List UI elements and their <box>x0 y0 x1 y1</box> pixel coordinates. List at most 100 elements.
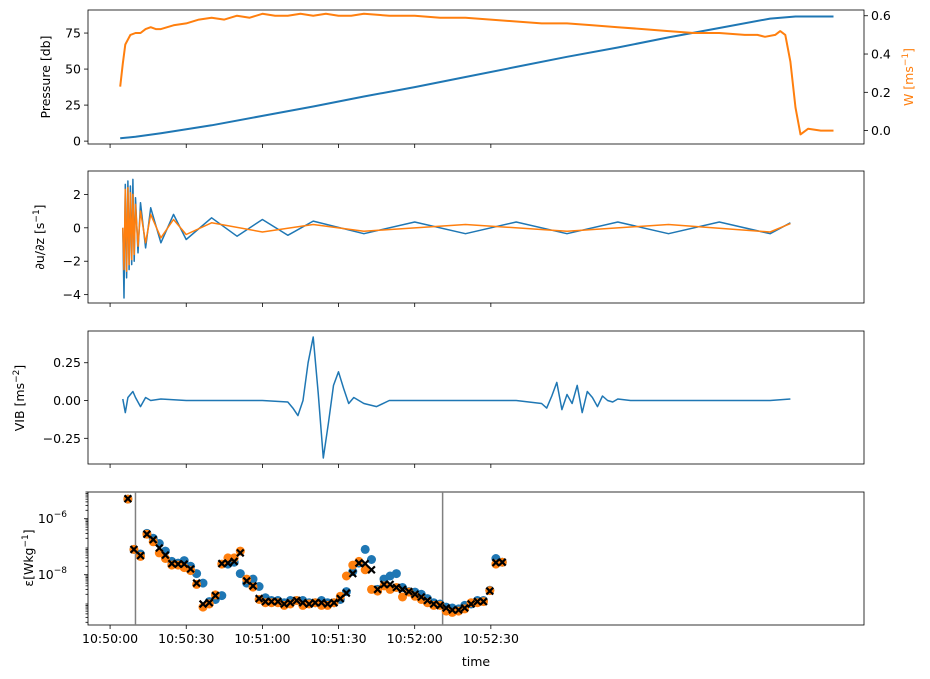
shear-panel: −4 −2 0 2 ∂u/∂z [s−1] <box>32 170 865 307</box>
epsilon-point-x <box>479 597 488 606</box>
epsilon-point-x <box>292 596 301 605</box>
epsilon-point-x <box>442 603 451 613</box>
shear-line-1 <box>122 178 791 299</box>
shear-ylabel-end: ] <box>32 204 47 209</box>
epsilon-point-x <box>136 551 145 560</box>
epsilon-point-x <box>398 585 407 594</box>
w-yticks: 0.0 0.2 0.4 0.6 <box>864 8 891 138</box>
w-ylabel-end: ] <box>901 48 916 53</box>
epsilon-ylabel-main: ε[Wkg <box>21 548 36 587</box>
epsilon-point-x <box>385 580 395 589</box>
epsilon-point-x <box>429 599 438 609</box>
epsilon-point-blue <box>367 555 376 564</box>
w-line <box>119 12 834 136</box>
shear-series <box>122 178 791 299</box>
pressure-xticks <box>109 144 492 148</box>
vib-ylabel-sup: −2 <box>12 370 22 383</box>
epsilon-point-x <box>155 543 164 553</box>
epsilon-point-x <box>129 545 139 554</box>
vib-ytick-label: 0.25 <box>53 355 81 370</box>
epsilon-point-orange <box>186 566 196 576</box>
w-ytick-label: 0.4 <box>871 47 891 62</box>
epsilon-ylabel-sup: −1 <box>21 534 31 547</box>
vib-ylabel: VIB [ms−2] <box>12 365 27 432</box>
epsilon-xtick-label: 10:50:00 <box>82 631 138 646</box>
epsilon-xtick-label: 10:51:30 <box>310 631 366 646</box>
pressure-axes-frame <box>87 9 865 145</box>
epsilon-point-x <box>367 565 376 574</box>
epsilon-point-x <box>248 581 258 591</box>
shear-ytick-label: 0 <box>73 220 81 235</box>
epsilon-point-x <box>473 597 482 606</box>
epsilon-point-x <box>261 597 270 606</box>
vib-panel: −0.25 0.00 0.25 VIB [ms−2] <box>12 330 865 468</box>
time-xlabel: time <box>462 654 491 669</box>
epsilon-panel: 10−8 10−6 10:50:00 10:50:30 10:51:00 10:51:3… <box>21 491 865 669</box>
pressure-ytick-label: 0 <box>73 134 81 149</box>
vib-ylabel-end: ] <box>12 365 27 370</box>
epsilon-point-x <box>273 597 283 606</box>
epsilon-point-orange <box>235 546 245 556</box>
epsilon-point-x <box>161 550 170 560</box>
shear-yticks: −4 −2 0 2 <box>63 187 88 302</box>
shear-ylabel: ∂u/∂z [s−1] <box>32 204 47 269</box>
vib-axes-frame <box>87 330 865 465</box>
epsilon-point-x <box>173 559 183 569</box>
epsilon-series <box>123 494 507 617</box>
pressure-yticks: 0 25 50 75 <box>65 26 88 149</box>
epsilon-point-orange <box>242 574 252 584</box>
epsilon-point-x <box>149 535 158 544</box>
epsilon-point-blue <box>235 569 245 579</box>
epsilon-point-orange <box>360 565 370 575</box>
epsilon-yticks: 10−8 10−6 <box>38 491 88 623</box>
epsilon-point-blue <box>248 574 258 584</box>
epsilon-point-x <box>379 580 389 589</box>
epsilon-point-x <box>304 599 314 609</box>
epsilon-point-x <box>142 530 152 539</box>
vib-xticks <box>109 464 492 468</box>
vib-line <box>122 336 791 459</box>
epsilon-point-x <box>286 598 295 607</box>
epsilon-point-x <box>230 557 239 566</box>
w-ytick-label: 0.6 <box>871 8 891 23</box>
epsilon-point-orange <box>148 537 158 547</box>
epsilon-point-blue <box>348 567 358 576</box>
epsilon-point-x <box>186 564 195 574</box>
vib-yticks: −0.25 0.00 0.25 <box>43 355 88 446</box>
shear-ytick-label: −2 <box>63 254 81 269</box>
epsilon-point-x <box>205 598 214 607</box>
epsilon-point-x <box>460 603 469 613</box>
epsilon-point-x <box>448 605 457 615</box>
shear-ylabel-sup: −1 <box>32 209 42 222</box>
epsilon-point-x <box>491 558 501 567</box>
epsilon-point-x <box>317 598 326 607</box>
epsilon-xtick-label: 10:51:00 <box>234 631 290 646</box>
epsilon-point-orange <box>341 571 351 581</box>
epsilon-point-x <box>336 594 345 603</box>
shear-axes-frame <box>87 170 865 304</box>
pressure-panel: 0 25 50 75 0.0 0.2 0.4 0.6 Pressure [db] W [ms… <box>38 8 916 148</box>
epsilon-point-x <box>280 599 289 609</box>
epsilon-ylabel-end: ] <box>21 529 36 534</box>
epsilon-point-x <box>254 594 264 603</box>
epsilon-point-blue <box>391 569 401 579</box>
epsilon-point-x <box>435 601 445 610</box>
epsilon-point-x <box>423 596 432 605</box>
epsilon-point-x <box>329 598 339 607</box>
pressure-line <box>120 15 834 140</box>
vib-series <box>122 336 791 459</box>
epsilon-point-blue <box>360 544 370 554</box>
shear-line-2 <box>122 186 791 273</box>
epsilon-point-x <box>454 605 463 615</box>
pressure-series <box>119 12 834 140</box>
pressure-ytick-label: 25 <box>65 98 81 113</box>
epsilon-axes-frame <box>87 491 865 626</box>
pressure-ylabel: Pressure [db] <box>38 36 53 119</box>
epsilon-point-x <box>466 599 476 609</box>
epsilon-point-x <box>236 548 245 558</box>
epsilon-point-orange <box>398 592 407 602</box>
epsilon-point-x <box>354 558 364 568</box>
epsilon-point-x <box>323 599 332 609</box>
epsilon-point-x <box>392 583 401 592</box>
